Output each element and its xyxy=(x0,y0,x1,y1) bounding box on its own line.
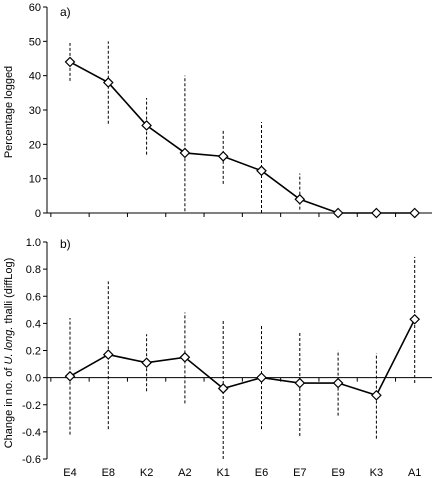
panel-b-data-point xyxy=(409,313,421,325)
panel-b-x-tick-label: K1 xyxy=(216,467,229,478)
panel-b-y-tick-label: 0.6 xyxy=(26,291,41,303)
panel-b-y-axis-title-part-1: Change in no. of xyxy=(3,365,15,449)
panel-b-data-point xyxy=(141,357,152,369)
panel-a-data-point xyxy=(371,207,382,219)
panel-a-y-tick-label: 30 xyxy=(29,105,41,117)
panel-b-data-point xyxy=(371,389,382,401)
panel-b-y-tick-label: 0.2 xyxy=(26,346,41,358)
panel-a-y-tick-label: 40 xyxy=(29,71,41,83)
panel-b-x-tick-label: E7 xyxy=(293,467,306,478)
panel-b: b) Change in no. of U. long. thalli (dif… xyxy=(3,237,432,478)
panel-b-y-tick-label: 0.4 xyxy=(26,318,41,330)
panel-b-data-point xyxy=(256,372,267,383)
panel-a-y-tick-label: 20 xyxy=(29,139,41,151)
panel-a-label: a) xyxy=(60,5,71,19)
panel-a-data-point xyxy=(256,165,267,177)
panel-a-data-point xyxy=(141,120,152,131)
panel-b-y-axis-title-part-3: thalli (diffLog) xyxy=(3,258,15,327)
panel-b-y-axis-title-part-2: U. long. xyxy=(3,327,15,365)
panel-b-data-point xyxy=(64,370,76,382)
panel-b-data-point xyxy=(179,351,191,363)
panel-b-data-point xyxy=(294,377,306,389)
panel-b-data-point xyxy=(102,349,114,360)
panel-a-y-axis-title: Percentage logged xyxy=(3,66,15,158)
panel-a-data-point xyxy=(102,77,114,88)
panel-b-x-tick-label: K2 xyxy=(140,467,153,478)
panel-a: a) Percentage logged 0 10 20 30 40 50 60 xyxy=(3,2,432,220)
panel-a-y-tick-label: 50 xyxy=(29,36,41,48)
panel-a-data-point xyxy=(332,207,344,219)
panel-b-x-tick-label: E4 xyxy=(63,467,76,478)
panel-b-x-tick-label: E6 xyxy=(255,467,268,478)
panel-b-y-tick-label: -0.4 xyxy=(22,427,41,439)
panel-b-y-tick-label: 1.0 xyxy=(26,237,41,249)
panel-a-data-point xyxy=(217,151,229,162)
panel-a-data-point xyxy=(64,56,76,68)
panel-b-y-axis-title: Change in no. of U. long. thalli (diffLo… xyxy=(3,258,15,449)
panel-b-label: b) xyxy=(60,237,71,251)
panel-a-y-tick-label: 60 xyxy=(29,2,41,14)
panel-b-y-tick-label: -0.6 xyxy=(22,454,41,466)
panel-b-x-tick-label: A1 xyxy=(408,467,421,478)
panel-a-data-point xyxy=(294,193,306,205)
panel-a-series-line xyxy=(69,61,415,214)
panel-b-x-tick-label: E9 xyxy=(331,467,344,478)
panel-b-data-point xyxy=(217,383,229,394)
panel-b-x-tick-label: A2 xyxy=(178,467,191,478)
panel-b-x-tick-label: E8 xyxy=(102,467,115,478)
panel-a-y-tick-label: 0 xyxy=(35,208,41,220)
panel-a-data-point xyxy=(179,147,191,159)
panel-b-series-line xyxy=(69,318,416,397)
panel-b-y-tick-label: -0.2 xyxy=(22,400,41,412)
panel-b-y-tick-label: 0.0 xyxy=(26,373,41,385)
panel-b-y-tick-label: 0.8 xyxy=(26,264,41,276)
panel-b-x-tick-label: K3 xyxy=(370,467,383,478)
panel-a-data-point xyxy=(409,207,421,219)
panel-a-y-tick-label: 10 xyxy=(29,174,41,186)
panel-b-data-point xyxy=(332,377,344,389)
